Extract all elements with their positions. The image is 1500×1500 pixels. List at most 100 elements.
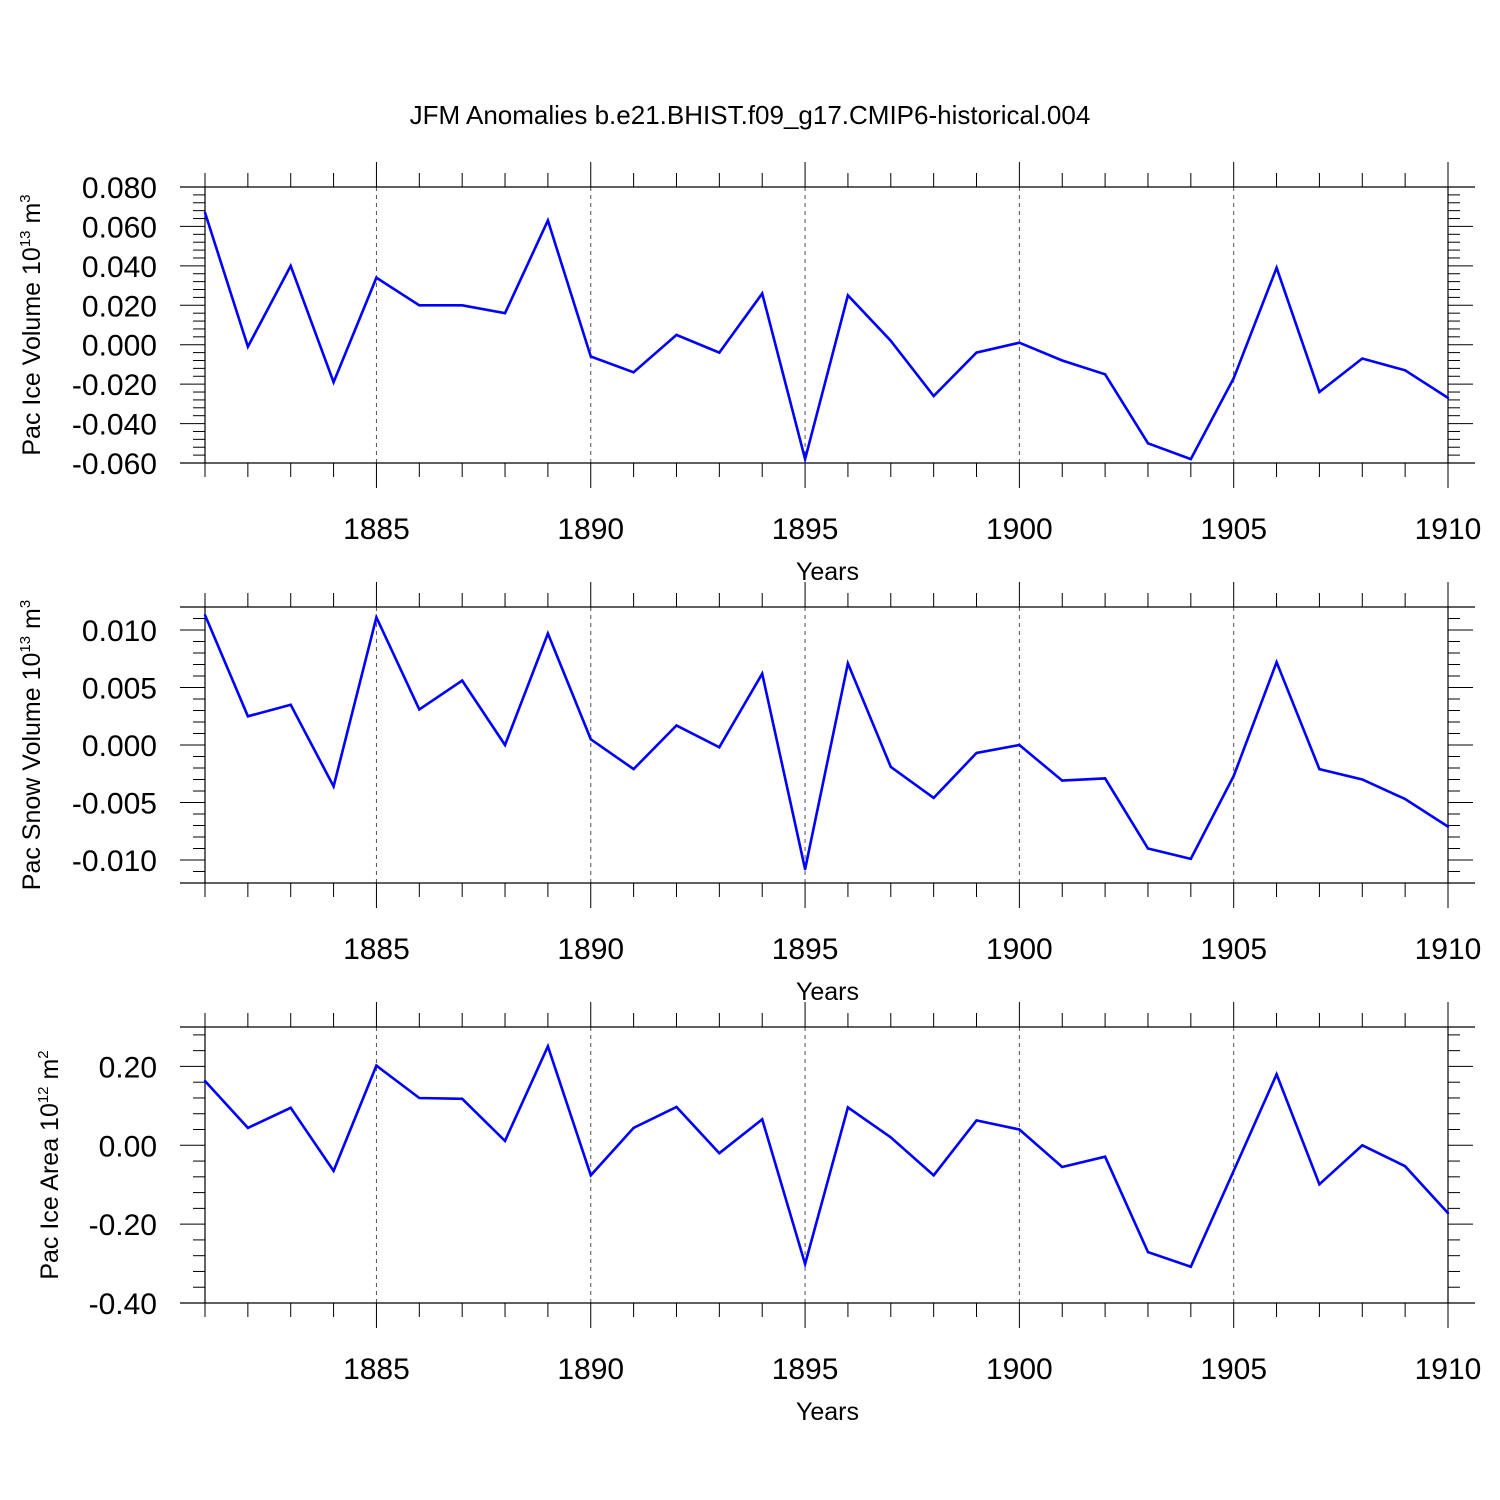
data-point <box>503 743 507 747</box>
x-tick-label: 1885 <box>343 933 410 966</box>
data-point <box>1446 396 1450 400</box>
data-point <box>246 715 250 718</box>
data-point <box>675 1105 678 1109</box>
x-tick-label: 1885 <box>343 1353 410 1386</box>
x-axis-label: Years <box>796 1398 859 1426</box>
x-tick-label: 1905 <box>1200 933 1267 966</box>
data-point <box>1018 1128 1021 1131</box>
y-axis-label-unit-exponent: 3 <box>17 194 34 202</box>
x-tick-label: 1895 <box>772 933 839 966</box>
data-point <box>803 868 807 871</box>
data-point <box>803 1262 807 1266</box>
y-tick-label: -0.040 <box>72 409 157 442</box>
x-tick-label: 1905 <box>1200 1353 1267 1386</box>
data-point <box>1146 442 1150 445</box>
data-point <box>1275 661 1278 664</box>
data-point <box>503 1139 507 1143</box>
y-tick-label: 0.080 <box>82 172 157 205</box>
data-point <box>1403 1164 1407 1168</box>
y-tick-label: -0.010 <box>72 845 157 878</box>
data-point <box>1146 847 1150 850</box>
data-point <box>1018 743 1021 747</box>
data-point <box>889 339 892 342</box>
data-point <box>675 333 678 337</box>
y-tick-label: 0.005 <box>82 673 157 706</box>
data-point <box>1103 1155 1107 1158</box>
y-tick-label: -0.20 <box>89 1209 157 1242</box>
data-point <box>1061 779 1064 782</box>
data-point <box>1018 341 1021 344</box>
data-point <box>1103 373 1107 376</box>
x-tick-label: 1890 <box>557 1353 624 1386</box>
data-point <box>1361 778 1364 781</box>
x-tick-label: 1895 <box>772 513 839 546</box>
x-tick-label: 1890 <box>557 513 624 546</box>
data-point <box>1189 457 1193 461</box>
x-tick-label: 1885 <box>343 513 410 546</box>
data-point <box>932 796 935 800</box>
data-point <box>1232 1169 1235 1173</box>
data-point <box>632 371 635 374</box>
data-point <box>632 1126 635 1130</box>
data-point <box>589 1174 592 1177</box>
data-point <box>761 292 764 295</box>
data-point <box>375 276 378 279</box>
data-point <box>1232 774 1235 778</box>
x-tick-label: 1900 <box>986 1353 1053 1386</box>
y-tick-label: -0.020 <box>72 369 157 402</box>
data-point <box>1361 1144 1364 1147</box>
data-point <box>1232 377 1235 380</box>
x-tick-label: 1900 <box>986 933 1053 966</box>
data-point <box>1061 1165 1064 1169</box>
data-point <box>332 785 335 788</box>
y-axis-label-base: Pac Snow Volume 10 <box>18 653 46 891</box>
data-point <box>418 708 421 711</box>
y-axis-label-unit: m <box>36 1059 64 1087</box>
data-point <box>718 746 721 749</box>
data-point <box>975 751 978 755</box>
data-point <box>375 616 378 619</box>
data-point <box>1189 857 1193 861</box>
data-point <box>1146 1250 1150 1254</box>
y-axis-label-exponent: 13 <box>17 230 34 247</box>
y-tick-label: 0.060 <box>82 211 157 244</box>
data-point <box>803 457 807 461</box>
x-axis-label: Years <box>796 978 859 1006</box>
data-point <box>203 1079 207 1083</box>
data-point <box>1275 266 1278 270</box>
x-tick-label: 1905 <box>1200 513 1267 546</box>
data-point <box>1061 359 1064 362</box>
y-axis-label-exponent: 13 <box>17 636 34 653</box>
series-line <box>203 212 1449 465</box>
y-axis-label-unit-exponent: 2 <box>35 1050 52 1058</box>
data-point <box>546 632 550 635</box>
panel-3: 0.20 0.00 -0.20 -0.40 1885 1890 1895 1900 1905 19… <box>35 1002 1481 1426</box>
data-point <box>1189 1265 1193 1268</box>
data-point <box>1361 357 1364 360</box>
x-tick-label: 1910 <box>1415 513 1482 546</box>
x-tick-label: 1900 <box>986 513 1053 546</box>
y-tick-label: 0.040 <box>82 251 157 284</box>
data-point <box>889 765 892 769</box>
y-tick-label: -0.060 <box>72 448 157 481</box>
data-point <box>1275 1073 1278 1076</box>
data-point <box>289 703 292 706</box>
data-point <box>503 311 507 315</box>
panel-2: 0.010 0.005 0.000 -0.005 -0.010 1885 1890 1895 1… <box>17 582 1481 1006</box>
data-point <box>546 219 550 222</box>
x-tick-label: 1890 <box>557 933 624 966</box>
y-tick-label: 0.000 <box>82 330 157 363</box>
data-point <box>975 1119 978 1122</box>
y-axis-label-base: Pac Ice Volume 10 <box>18 247 46 455</box>
data-point <box>203 613 207 617</box>
data-point <box>975 351 978 354</box>
data-point <box>332 1169 335 1173</box>
data-point <box>460 679 464 682</box>
y-axis-label-exponent: 12 <box>35 1086 52 1103</box>
data-point <box>246 1126 250 1130</box>
y-tick-label: 0.00 <box>99 1130 157 1163</box>
y-axis-label-unit: m <box>18 203 46 231</box>
data-point <box>1318 1183 1321 1186</box>
y-tick-label: 0.000 <box>82 730 157 763</box>
